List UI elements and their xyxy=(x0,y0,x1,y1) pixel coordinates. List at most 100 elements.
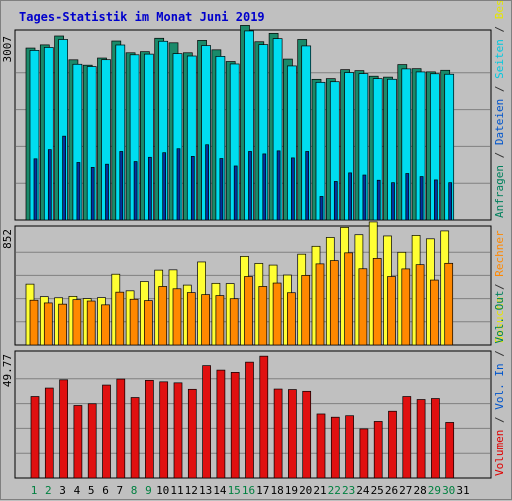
bar-volumen-day-19 xyxy=(288,389,297,479)
bar-rechner-day-29 xyxy=(430,279,439,346)
x-tick-label-day-16: 16 xyxy=(242,484,255,497)
legend-entry-separator: / xyxy=(493,79,506,99)
bar-rechner-day-28 xyxy=(415,264,425,346)
x-tick-label-day-14: 14 xyxy=(213,484,227,497)
bar-rechner-day-12 xyxy=(186,292,196,346)
bar-rechner-day-26 xyxy=(387,276,396,346)
legend-entry-dateien: Dateien xyxy=(493,99,506,145)
legend-entry-volumen: Volumen xyxy=(493,430,506,476)
legend-entry-vol-in: Vol. In xyxy=(493,363,506,409)
bar-dateien-day-1 xyxy=(33,158,38,221)
legend-entry-seiten: Seiten xyxy=(493,39,506,79)
bar-dateien-day-8 xyxy=(133,161,138,221)
bar-dateien-day-3 xyxy=(62,135,66,221)
bar-dateien-day-4 xyxy=(76,162,81,221)
legend-entry-vol-out: Vol. Out xyxy=(493,291,506,344)
bar-rechner-day-7 xyxy=(115,291,125,346)
bar-rechner-day-17 xyxy=(258,286,268,346)
bar-volumen-day-3 xyxy=(59,379,68,479)
bar-volumen-day-11 xyxy=(173,382,183,479)
legend-entry-separator: / xyxy=(493,410,506,430)
bar-dateien-day-13 xyxy=(205,144,209,221)
x-tick-label-day-31: 31 xyxy=(456,484,469,497)
bar-volumen-day-20 xyxy=(302,390,312,479)
bar-rechner-day-18 xyxy=(272,282,282,346)
x-tick-label-day-30: 30 xyxy=(442,484,455,497)
legend-entry-besuche: Besuche xyxy=(493,1,506,19)
x-tick-label-day-24: 24 xyxy=(356,484,370,497)
bar-volumen-day-14 xyxy=(216,369,226,479)
x-tick-label-day-9: 9 xyxy=(145,484,152,497)
bar-dateien-day-21 xyxy=(319,196,324,221)
bar-dateien-day-30 xyxy=(448,182,453,221)
x-tick-label-day-25: 25 xyxy=(371,484,384,497)
max-label-top: 3007 xyxy=(1,36,14,63)
x-tick-label-day-13: 13 xyxy=(199,484,212,497)
bar-dateien-day-6 xyxy=(105,163,109,221)
x-tick-label-day-26: 26 xyxy=(385,484,398,497)
bar-volumen-day-30 xyxy=(445,422,455,479)
x-tick-label-day-5: 5 xyxy=(88,484,95,497)
bar-rechner-day-14 xyxy=(215,295,225,346)
bar-dateien-day-11 xyxy=(176,148,181,221)
bar-rechner-day-16 xyxy=(244,276,253,346)
legend-entry-separator: / xyxy=(493,19,506,39)
bar-rechner-day-1 xyxy=(29,299,39,346)
bar-volumen-day-28 xyxy=(416,399,426,479)
bar-dateien-day-22 xyxy=(333,181,338,221)
bar-volumen-day-24 xyxy=(359,428,369,479)
bar-dateien-day-26 xyxy=(391,182,395,221)
bar-volumen-day-22 xyxy=(330,416,340,479)
x-tick-label-day-1: 1 xyxy=(31,484,38,497)
bar-rechner-day-30 xyxy=(444,262,454,346)
bar-volumen-day-15 xyxy=(230,372,240,479)
bar-dateien-day-2 xyxy=(47,149,52,221)
x-tick-label-day-29: 29 xyxy=(428,484,441,497)
bar-rechner-day-8 xyxy=(129,298,139,346)
bar-dateien-day-5 xyxy=(90,167,95,221)
bar-dateien-day-14 xyxy=(219,158,224,221)
bar-volumen-day-21 xyxy=(316,413,326,479)
bar-volumen-day-7 xyxy=(116,378,126,479)
x-tick-label-day-12: 12 xyxy=(185,484,198,497)
bar-volumen-day-25 xyxy=(373,421,383,479)
bar-rechner-day-19 xyxy=(287,292,296,346)
bar-rechner-day-6 xyxy=(101,304,110,346)
bar-dateien-day-12 xyxy=(190,156,195,221)
bar-rechner-day-4 xyxy=(72,299,82,346)
bar-rechner-day-15 xyxy=(229,298,239,346)
side-legend-middle: Besuche / Rechner xyxy=(493,230,506,343)
bar-rechner-day-5 xyxy=(86,300,96,346)
x-tick-label-day-4: 4 xyxy=(74,484,81,497)
bar-dateien-day-29 xyxy=(434,179,438,221)
side-legend-top: Anfragen / Dateien / Seiten / Besuche xyxy=(493,1,506,218)
bar-volumen-day-8 xyxy=(130,397,140,479)
bar-volumen-day-23 xyxy=(345,415,354,479)
bar-volumen-day-5 xyxy=(87,403,97,479)
bar-dateien-day-25 xyxy=(376,179,381,221)
bar-volumen-day-4 xyxy=(73,405,83,479)
legend-entry-separator: / xyxy=(493,344,506,364)
bar-rechner-day-9 xyxy=(144,300,153,346)
bar-volumen-day-12 xyxy=(187,388,197,479)
bar-volumen-day-2 xyxy=(44,387,54,479)
bar-volumen-day-1 xyxy=(30,396,40,479)
bar-dateien-day-15 xyxy=(233,165,238,221)
bar-volumen-day-16 xyxy=(245,361,254,479)
bar-dateien-day-10 xyxy=(162,152,167,221)
bar-volumen-day-13 xyxy=(202,365,211,479)
bar-rechner-day-2 xyxy=(43,302,53,346)
legend-entry-separator: / xyxy=(493,145,506,165)
legend-entry-separator: / xyxy=(493,277,506,297)
x-tick-label-day-7: 7 xyxy=(116,484,123,497)
legend-entry-rechner: Rechner xyxy=(493,230,506,277)
bar-rechner-day-21 xyxy=(315,263,325,346)
bar-volumen-day-9 xyxy=(145,379,154,479)
bar-rechner-day-13 xyxy=(201,294,210,346)
bar-rechner-day-20 xyxy=(301,275,311,346)
bar-dateien-day-9 xyxy=(148,156,152,221)
bar-volumen-day-18 xyxy=(273,388,283,479)
x-tick-label-day-28: 28 xyxy=(413,484,426,497)
